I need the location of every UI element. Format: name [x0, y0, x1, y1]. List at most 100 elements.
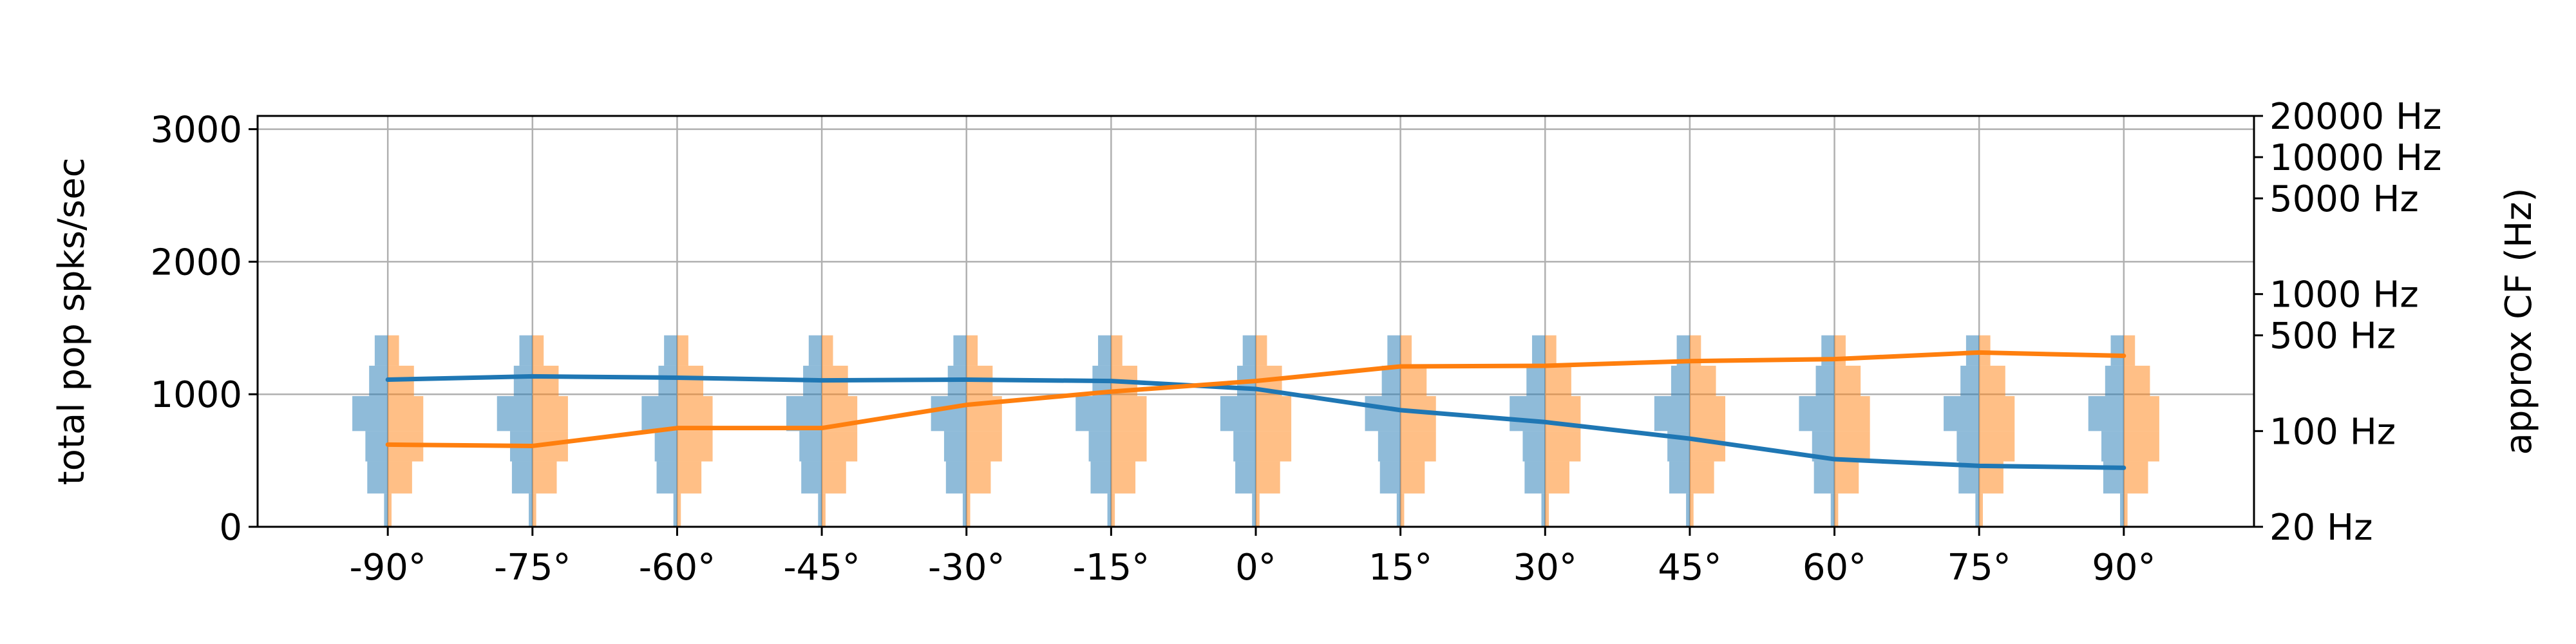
cf-hist-left-bar: [654, 431, 677, 462]
cf-hist-right-bar: [677, 493, 681, 527]
cf-hist-right-bar: [1545, 365, 1571, 397]
cf-hist-left-bar: [945, 461, 967, 494]
x-tick-label: 60°: [1803, 547, 1866, 589]
cf-hist-right-bar: [1979, 365, 2005, 397]
cf-histograms: [352, 335, 2159, 527]
cf-hist-right-bar: [1979, 493, 1983, 527]
cf-hist-left-bar: [2110, 335, 2124, 366]
cf-hist-right-bar: [677, 396, 713, 431]
cf-hist-left-bar: [1252, 493, 1256, 527]
cf-hist-right-bar: [1979, 431, 2015, 462]
cf-hist-right-bar: [677, 365, 704, 397]
cf-hist-left-bar: [367, 461, 388, 494]
y-tick-label: 1000: [150, 374, 242, 416]
cf-hist-right-bar: [822, 493, 826, 527]
x-tick-label: 90°: [2092, 547, 2155, 589]
cf-hist-left-bar: [519, 335, 533, 366]
x-tick-label: 45°: [1658, 547, 1721, 589]
cf-hist-right-bar: [532, 493, 536, 527]
cf-hist-left-bar: [931, 396, 967, 431]
cf-hist-right-bar: [1545, 461, 1569, 494]
cf-hist-left-bar: [352, 396, 388, 431]
x-tick-label: 75°: [1947, 547, 2011, 589]
cf-hist-right-bar: [1689, 461, 1714, 494]
cf-hist-right-bar: [1400, 493, 1405, 527]
cf-hist-right-bar: [966, 431, 1002, 462]
cf-hist-right-bar: [1545, 431, 1581, 462]
y2-tick-label: 20000 Hz: [2269, 96, 2441, 138]
cf-hist-right-bar: [1400, 365, 1427, 397]
cf-hist-right-bar: [1689, 335, 1701, 366]
cf-hist-left-bar: [1965, 335, 1980, 366]
y-axis-left: 0 1000 2000 3000: [150, 109, 258, 549]
cf-hist-right-bar: [1545, 335, 1557, 366]
cf-hist-right-bar: [1400, 431, 1436, 462]
cf-hist-right-bar: [1256, 431, 1292, 462]
cf-hist-left-bar: [1396, 493, 1401, 527]
cf-hist-left-bar: [369, 365, 388, 397]
y2-tick-label: 100 Hz: [2269, 411, 2396, 453]
cf-hist-right-bar: [1689, 431, 1726, 462]
cf-hist-left-bar: [2088, 396, 2124, 431]
x-tick-label: -75°: [494, 547, 571, 589]
cf-hist-left-bar: [818, 493, 822, 527]
cf-hist-left-bar: [1526, 365, 1546, 397]
y2-tick-label: 500 Hz: [2269, 316, 2396, 357]
cf-hist-left-bar: [1975, 493, 1980, 527]
x-tick-label: 30°: [1513, 547, 1577, 589]
cf-hist-right-bar: [1834, 431, 1870, 462]
cf-hist-left-bar: [1654, 396, 1690, 431]
cf-hist-right-bar: [822, 335, 833, 366]
cf-hist-left-bar: [384, 493, 388, 527]
cf-hist-left-bar: [1088, 431, 1112, 462]
cf-hist-left-bar: [1524, 461, 1546, 494]
y2-axis-label: approx CF (Hz): [2498, 188, 2540, 455]
cf-hist-right-bar: [1979, 396, 2015, 431]
cf-hist-right-bar: [388, 493, 392, 527]
x-tick-label: -60°: [639, 547, 715, 589]
cf-hist-right-bar: [2123, 493, 2128, 527]
cf-hist-right-bar: [966, 335, 978, 366]
x-tick-label: 15°: [1368, 547, 1432, 589]
cf-hist-right-bar: [532, 365, 559, 397]
cf-hist-left-bar: [943, 431, 967, 462]
cf-hist-right-bar: [1400, 461, 1425, 494]
cf-hist-right-bar: [388, 335, 399, 366]
cf-hist-left-bar: [1381, 365, 1401, 397]
cf-hist-right-bar: [388, 461, 412, 494]
cf-hist-right-bar: [822, 461, 846, 494]
cf-hist-right-bar: [1545, 493, 1549, 527]
y2-tick-label: 20 Hz: [2269, 507, 2373, 549]
cf-hist-left-bar: [1531, 335, 1546, 366]
cf-hist-left-bar: [786, 396, 822, 431]
cf-hist-left-bar: [1365, 396, 1401, 431]
cf-hist-right-bar: [2123, 431, 2159, 462]
cf-hist-left-bar: [2120, 493, 2124, 527]
cf-hist-right-bar: [2123, 396, 2159, 431]
cf-hist-right-bar: [532, 335, 544, 366]
cf-hist-left-bar: [799, 431, 822, 462]
cf-hist-left-bar: [513, 365, 533, 397]
cf-hist-right-bar: [2123, 365, 2150, 397]
cf-hist-left-bar: [673, 493, 677, 527]
y2-tick-label: 10000 Hz: [2269, 137, 2441, 179]
y2-tick-label: 5000 Hz: [2269, 178, 2419, 220]
cf-hist-left-bar: [1676, 335, 1690, 366]
cf-hist-left-bar: [1387, 335, 1401, 366]
cf-hist-right-bar: [677, 461, 702, 494]
cf-hist-right-bar: [1256, 335, 1267, 366]
cf-hist-left-bar: [1830, 493, 1835, 527]
series-line-1: [385, 374, 2126, 470]
cf-hist-left-bar: [1235, 461, 1256, 494]
cf-hist-right-bar: [677, 431, 713, 462]
cf-hist-left-bar: [641, 396, 677, 431]
cf-hist-left-bar: [365, 431, 388, 462]
x-tick-label: -90°: [349, 547, 426, 589]
cf-hist-left-bar: [801, 461, 822, 494]
cf-hist-right-bar: [1834, 365, 1861, 397]
cf-hist-left-bar: [1814, 461, 1835, 494]
y-tick-label: 0: [219, 507, 242, 549]
cf-hist-left-bar: [1220, 396, 1256, 431]
cf-hist-left-bar: [1799, 396, 1835, 431]
